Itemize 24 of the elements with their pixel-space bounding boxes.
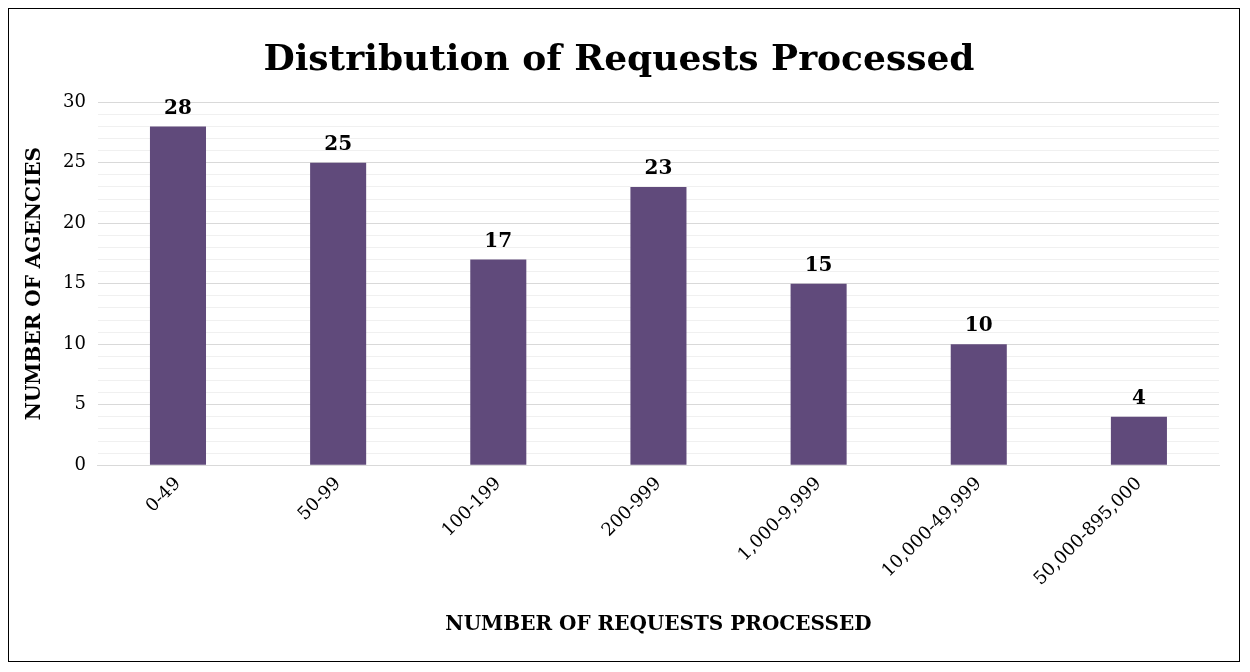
bar (1110, 416, 1167, 465)
data-label: 4 (1131, 385, 1146, 410)
y-tick-label: 20 (63, 210, 86, 232)
data-label: 23 (644, 155, 673, 180)
bar (950, 344, 1007, 465)
data-label: 10 (964, 312, 993, 337)
chart-title: Distribution of Requests Processed (263, 35, 975, 78)
bar (149, 126, 207, 465)
y-tick-label: 25 (63, 150, 86, 172)
y-tick-label: 30 (63, 89, 86, 111)
bar (790, 283, 847, 465)
y-tick-label: 0 (74, 452, 86, 474)
y-axis-title: NUMBER OF AGENCIES (21, 147, 46, 421)
data-label: 25 (324, 130, 353, 155)
y-tick-label: 15 (63, 271, 86, 293)
bar (310, 162, 367, 465)
y-tick-label: 10 (63, 331, 86, 353)
bar (630, 186, 687, 465)
y-tick-label: 5 (74, 392, 86, 414)
data-label: 17 (484, 227, 513, 252)
x-axis-title: NUMBER OF REQUESTS PROCESSED (445, 611, 872, 636)
bar (470, 259, 527, 465)
data-label: 28 (164, 94, 192, 119)
data-label: 15 (804, 251, 833, 276)
